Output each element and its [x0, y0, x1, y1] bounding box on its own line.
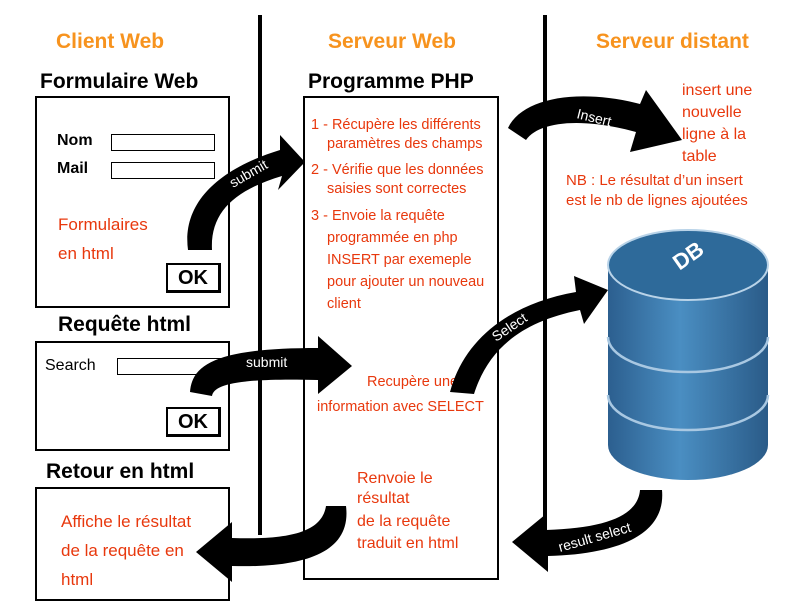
php-step3-line3: INSERT par exemeple [327, 252, 472, 268]
php-program-box: 1 - Récupère les différents paramètres d… [303, 96, 499, 580]
submit-request-label: submit [246, 354, 287, 370]
php-step3-line4: pour ajouter un nouveau [327, 274, 485, 290]
php-step3-line5: client [327, 296, 361, 312]
request-ok-button[interactable]: OK [166, 407, 221, 437]
php-return-line1: Renvoie le [357, 470, 433, 487]
return-line1: Affiche le résultat [61, 512, 192, 531]
return-line2: de la requête en [61, 541, 184, 560]
column-heading-server: Serveur Web [328, 30, 456, 53]
php-step2-line1: 2 - Vérifie que les données [311, 162, 484, 178]
php-select-line1: Recupère une [367, 374, 459, 390]
php-select-line2: information avec SELECT [317, 399, 484, 415]
php-step1-line1: 1 - Récupère les différents [311, 117, 481, 133]
name-field[interactable] [111, 134, 215, 151]
php-return-line4: traduit en html [357, 535, 459, 552]
name-label: Nom [57, 132, 93, 149]
php-return-line2: résultat [357, 490, 410, 507]
submit-form-arrow: submit [187, 135, 305, 250]
result-select-arrow: result select [512, 490, 663, 572]
request-section-title: Requête html [58, 313, 192, 336]
request-box: Search OK [35, 341, 230, 451]
divider-server-remote [543, 15, 547, 535]
return-box: Affiche le résultat de la requête en htm… [35, 487, 230, 601]
nb-note-line2: est le nb de lignes ajoutées [566, 192, 748, 209]
database-icon [606, 229, 770, 480]
return-section-title: Retour en html [46, 460, 195, 483]
form-section-title: Formulaire Web [40, 70, 199, 93]
column-heading-client: Client Web [56, 30, 165, 53]
insert-arrow: Insert [508, 90, 682, 152]
insert-note-line4: table [682, 148, 717, 165]
php-step3-line2: programmée en php [327, 230, 458, 246]
mail-field[interactable] [111, 162, 215, 179]
select-arrow: Select [450, 276, 608, 394]
insert-note-line1: insert une [682, 82, 753, 99]
php-step1-line2: paramètres des champs [327, 136, 483, 152]
submit-request-arrow: submit [190, 336, 352, 396]
form-ok-button[interactable]: OK [166, 263, 221, 293]
form-note-line1: Formulaires [58, 215, 148, 234]
php-program-title: Programme PHP [308, 70, 474, 93]
insert-note-line3: ligne à la [682, 126, 747, 143]
divider-client-server [258, 15, 262, 535]
php-step3-line1: 3 - Envoie la requête [311, 208, 445, 224]
column-heading-remote: Serveur distant [596, 30, 749, 53]
web-form-box: Nom Mail Formulaires en html OK [35, 96, 230, 308]
php-return-line3: de la requête [357, 513, 451, 530]
insert-note-line2: nouvelle [682, 104, 742, 121]
form-note-line2: en html [58, 244, 114, 263]
return-arrow [196, 506, 347, 582]
search-label: Search [45, 357, 96, 374]
return-line3: html [61, 570, 94, 589]
nb-note-line1: NB : Le résultat d’un insert [566, 172, 743, 189]
mail-label: Mail [57, 160, 89, 177]
php-step2-line2: saisies sont correctes [327, 181, 467, 197]
